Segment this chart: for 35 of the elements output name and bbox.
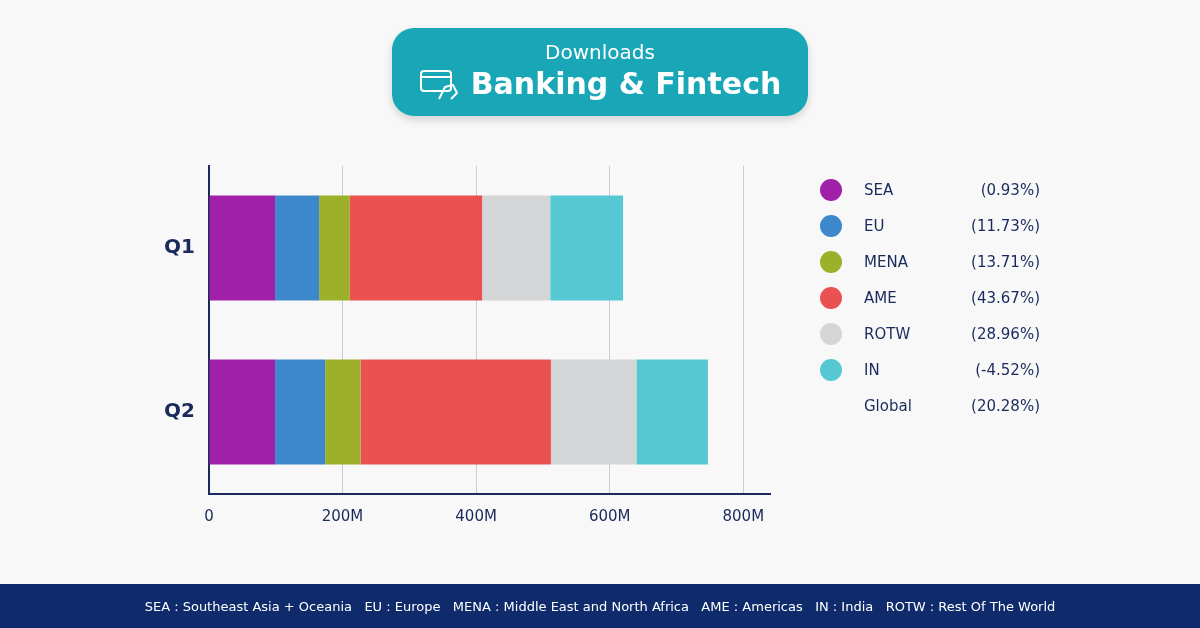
legend-label: IN: [864, 361, 881, 379]
x-tick-label: 600M: [588, 506, 631, 525]
bar: [319, 195, 350, 301]
bar: [636, 359, 708, 465]
y-tick-label: Q1: [164, 234, 195, 259]
bar: [360, 359, 551, 465]
bar: [209, 195, 276, 301]
legend-label: MENA: [864, 253, 909, 271]
text: (43.67%): [971, 289, 1040, 307]
legend-label: ROTW: [864, 325, 912, 343]
y-tick-label: Q2: [164, 398, 195, 423]
legend-label: EU: [864, 217, 886, 235]
bar: [209, 359, 276, 465]
legend-label: SEA: [864, 181, 895, 199]
text: Global: [864, 397, 913, 415]
text: (20.28%): [971, 397, 1040, 415]
bar: [275, 195, 320, 301]
bar: [550, 195, 624, 301]
text: (-4.52%): [975, 361, 1040, 379]
chart-subtitle: Banking & Fintech: [470, 66, 782, 101]
bar: [349, 195, 483, 301]
x-tick-label: 400M: [455, 506, 497, 525]
bar: [325, 359, 361, 465]
bar: [275, 359, 326, 465]
legend-label: AME: [864, 289, 898, 307]
text: (11.73%): [971, 217, 1040, 235]
x-tick-label: 0: [204, 506, 214, 525]
text: (13.71%): [971, 253, 1040, 271]
bar: [482, 195, 551, 301]
text: (0.93%): [980, 181, 1040, 199]
x-tick-label: 800M: [722, 506, 765, 525]
x-tick-label: 200M: [321, 506, 364, 525]
chart-title: Downloads: [544, 40, 656, 64]
text: SEA : Southeast Asia + Oceania EU : Europe MENA : Middle East and North Africa AME : Americas IN : India ROTW : Rest Of The World: [0, 584, 1200, 628]
text: (28.96%): [971, 325, 1040, 343]
